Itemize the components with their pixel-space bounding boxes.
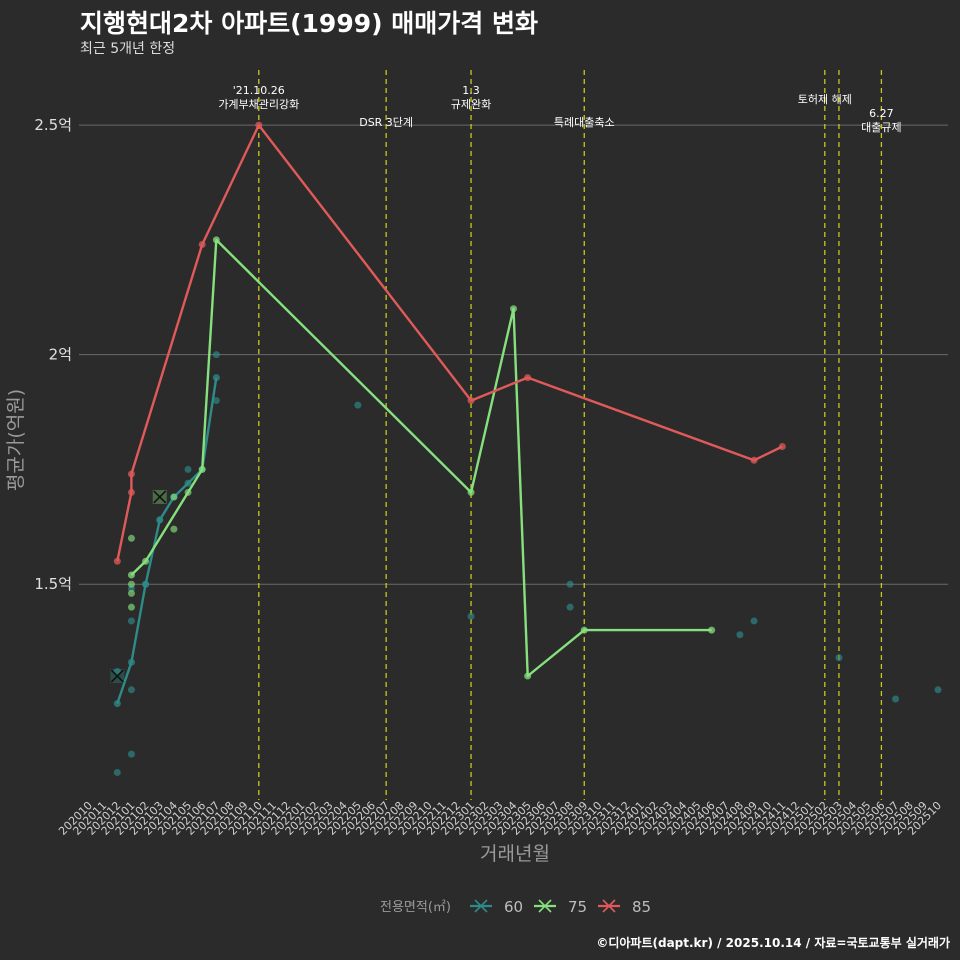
event-label: 규제완화 — [451, 98, 491, 111]
series-vertex-85 — [127, 470, 135, 478]
data-point-75 — [170, 525, 178, 533]
event-label: 토허제 해제 — [798, 92, 852, 106]
data-point-75 — [127, 603, 135, 611]
series-line-75 — [130, 238, 712, 678]
data-point-60 — [127, 750, 135, 758]
series-vertex-75 — [580, 626, 588, 634]
data-point-60 — [156, 516, 164, 524]
series-vertex-85 — [467, 397, 475, 405]
series-vertex-60 — [113, 700, 121, 708]
grid-lines — [79, 124, 948, 585]
series-vertex-75 — [708, 626, 716, 634]
event-label: 대출규제 — [861, 121, 901, 134]
series-vertex-75 — [142, 557, 150, 565]
chart-subtitle: 최근 5개년 한정 — [80, 41, 176, 57]
legend-key-75 — [538, 899, 552, 913]
data-point-75 — [127, 580, 135, 588]
series-vertex-85 — [255, 121, 263, 129]
series-vertex-60 — [127, 658, 135, 666]
data-point-60 — [566, 603, 574, 611]
legend: 전용면적(㎡) 60 75 85 — [380, 898, 651, 916]
series-vertex-85 — [750, 456, 758, 464]
cross-mark-60 — [110, 669, 124, 683]
source-caption: ©디아파트(dapt.kr) / 2025.10.14 / 자료=국토교통부 실… — [596, 936, 950, 950]
y-tick-label: 1.5억 — [34, 575, 72, 593]
cross-mark-75 — [153, 490, 167, 504]
series-vertex-75 — [198, 465, 206, 473]
chart-title: 지행현대2차 아파트(1999) 매매가격 변화 — [80, 9, 538, 38]
y-tick-label: 2억 — [49, 346, 72, 364]
series-vertex-75 — [467, 488, 475, 496]
series-vertex-75 — [127, 571, 135, 579]
series-vertex-85 — [524, 374, 532, 382]
y-axis-label: 평균가(억원) — [5, 389, 27, 491]
series-vertex-85 — [198, 240, 206, 248]
data-point-60 — [566, 580, 574, 588]
legend-label-75: 75 — [568, 898, 587, 916]
series-layer — [110, 121, 942, 776]
data-point-60 — [127, 617, 135, 625]
data-point-75 — [127, 589, 135, 597]
x-axis-label: 거래년월 — [480, 843, 550, 865]
event-label: 6.27 — [869, 107, 894, 120]
data-point-60 — [127, 686, 135, 694]
y-tick-label: 2.5억 — [34, 116, 72, 134]
data-point-75 — [127, 534, 135, 542]
data-point-60 — [736, 631, 744, 639]
legend-key-60 — [474, 899, 488, 913]
event-label: '21.10.26 — [233, 84, 285, 97]
legend-key-85 — [602, 899, 616, 913]
series-vertex-85 — [113, 557, 121, 565]
data-point-60 — [142, 580, 150, 588]
series-vertex-85 — [127, 488, 135, 496]
legend-label-60: 60 — [504, 898, 523, 916]
legend-title: 전용면적(㎡) — [380, 900, 451, 915]
data-point-60 — [184, 465, 192, 473]
data-point-60 — [892, 695, 900, 703]
data-point-75 — [170, 493, 178, 501]
series-line-85 — [116, 123, 783, 562]
data-point-60 — [934, 686, 942, 694]
event-label: 가계부채관리강화 — [218, 98, 299, 111]
data-point-60 — [750, 617, 758, 625]
series-vertex-60 — [184, 479, 192, 487]
data-point-60 — [354, 401, 362, 409]
data-point-60 — [835, 654, 843, 662]
event-label: 1.3 — [462, 84, 480, 97]
data-point-60 — [212, 351, 220, 359]
data-point-60 — [212, 397, 220, 405]
series-vertex-75 — [510, 305, 517, 313]
series-vertex-60 — [212, 374, 220, 382]
x-axis: 2020102020112020122021012021022021032021… — [56, 799, 944, 838]
series-vertex-85 — [778, 442, 786, 450]
event-label: 특례대출축소 — [554, 116, 615, 129]
series-vertex-75 — [212, 236, 220, 244]
y-axis: 1.5억 2억 2.5억 — [34, 116, 72, 593]
series-vertex-75 — [524, 672, 532, 680]
event-label: DSR 3단계 — [359, 116, 413, 129]
data-point-75 — [184, 488, 192, 496]
legend-label-85: 85 — [632, 898, 651, 916]
data-point-60 — [467, 612, 475, 620]
data-point-60 — [113, 768, 121, 776]
